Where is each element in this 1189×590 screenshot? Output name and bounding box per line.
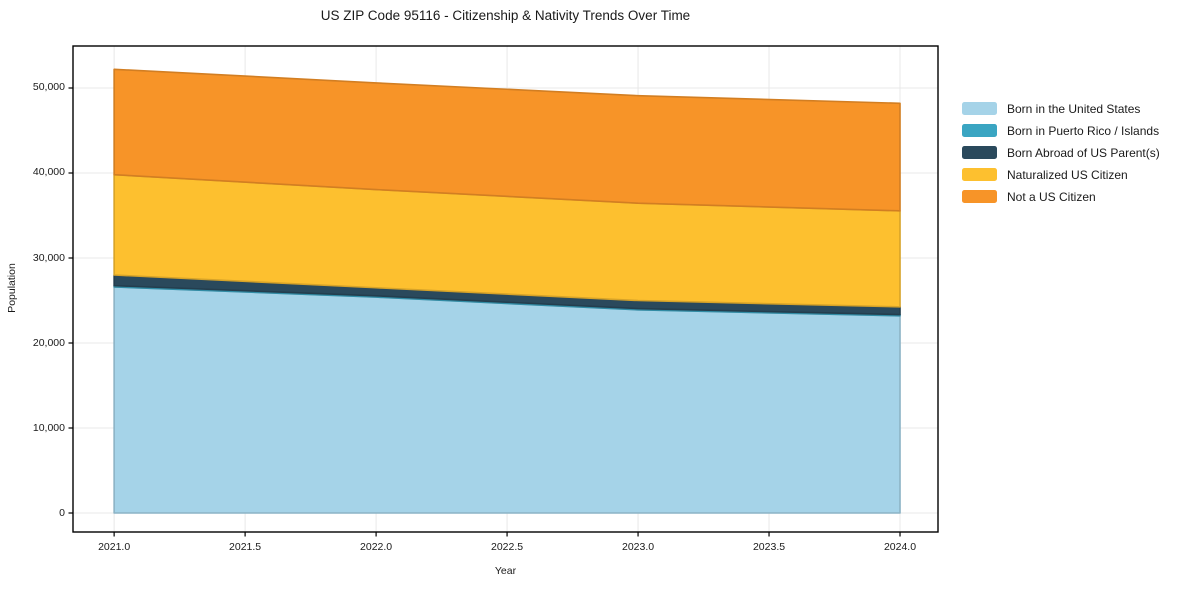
- y-tick-label: 20,000: [32, 336, 65, 349]
- y-tick-label: 50,000: [32, 81, 65, 94]
- legend-item: Born Abroad of US Parent(s): [962, 145, 1160, 160]
- legend-label: Born in the United States: [1007, 101, 1141, 116]
- chart-title: US ZIP Code 95116 - Citizenship & Nativi…: [320, 8, 691, 23]
- legend-item: Not a US Citizen: [962, 189, 1160, 204]
- legend-item: Naturalized US Citizen: [962, 167, 1160, 182]
- y-tick-label: 30,000: [32, 251, 65, 264]
- area-series: [113, 68, 901, 212]
- legend-swatch: [962, 190, 997, 203]
- y-tick-label: 10,000: [32, 421, 65, 434]
- legend-label: Naturalized US Citizen: [1007, 167, 1128, 182]
- x-tick-label: 2021.0: [98, 541, 131, 553]
- x-tick-label: 2024.0: [883, 541, 917, 553]
- legend-item: Born in Puerto Rico / Islands: [962, 123, 1160, 138]
- x-tick-label: 2022.5: [491, 541, 524, 553]
- legend-item: Born in the United States: [962, 101, 1160, 116]
- y-tick-label: 40,000: [32, 166, 65, 179]
- x-tick-label: 2023.0: [621, 541, 655, 553]
- x-axis-label: Year: [494, 565, 517, 577]
- legend: Born in the United States Born in Puerto …: [962, 101, 1160, 204]
- x-tick-label: 2021.5: [229, 541, 262, 553]
- x-tick-label: 2023.5: [752, 541, 786, 553]
- y-tick-label: 0: [59, 506, 65, 519]
- legend-swatch: [962, 146, 997, 159]
- legend-swatch: [962, 168, 997, 181]
- plot-frame: [72, 45, 939, 533]
- legend-label: Not a US Citizen: [1007, 189, 1096, 204]
- legend-label: Born Abroad of US Parent(s): [1007, 145, 1160, 160]
- legend-swatch: [962, 102, 997, 115]
- x-tick-label: 2022.0: [360, 541, 393, 553]
- area-series: [113, 286, 901, 514]
- legend-swatch: [962, 124, 997, 137]
- legend-label: Born in Puerto Rico / Islands: [1007, 123, 1160, 138]
